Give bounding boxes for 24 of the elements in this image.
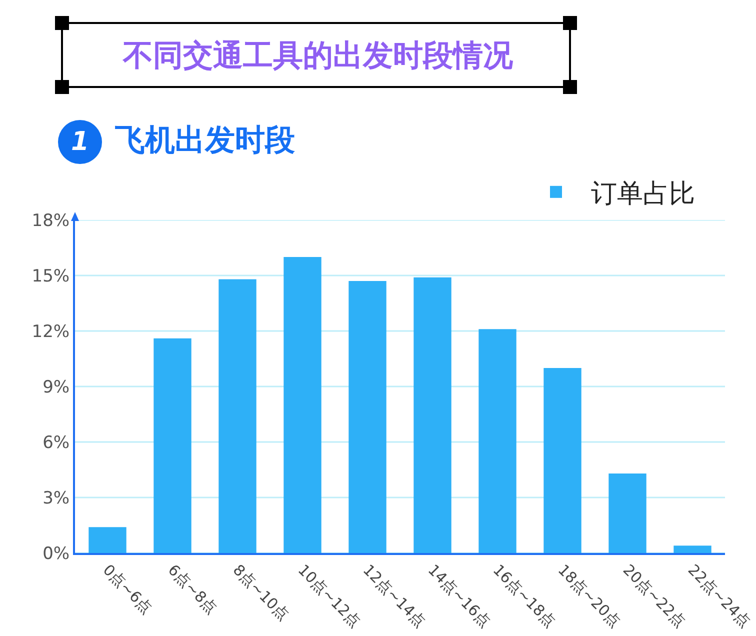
bar [284,257,322,553]
y-tick-label: 15% [32,266,70,286]
chart-subtitle: 飞机出发时段 [114,123,295,158]
y-tick-label: 3% [42,488,70,508]
bar [608,473,646,553]
bar [218,279,256,553]
bar [478,329,516,553]
text: 1 [71,127,90,157]
x-tick-label: 8点~10点 [229,560,292,624]
y-tick-label: 18% [32,210,70,231]
chart-title: 不同交通工具的出发时段情况 [122,38,514,74]
y-tick-label: 6% [42,432,70,453]
y-tick-label: 0% [42,544,70,564]
bar [88,527,126,553]
bar [348,281,386,553]
bar [414,277,452,553]
x-tick-label: 0点~6点 [99,560,156,618]
x-tick-label: 6点~8点 [164,560,221,618]
y-tick-label: 9% [42,377,70,398]
legend-label: 订单占比 [591,179,695,210]
bar [544,368,582,553]
y-tick-label: 12% [32,322,70,342]
bar [154,338,192,553]
bar [674,546,712,553]
